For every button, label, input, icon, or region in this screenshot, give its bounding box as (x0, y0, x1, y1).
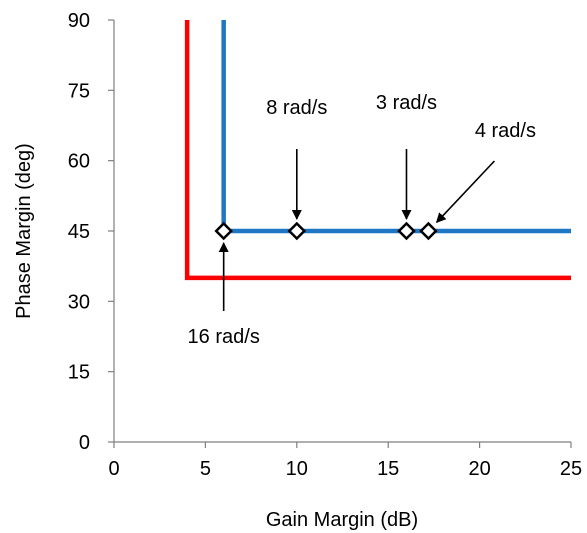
data-point-marker (419, 221, 438, 241)
data-point-marker (214, 221, 233, 241)
x-tick-label: 10 (286, 458, 308, 480)
series-layer (184, 20, 571, 281)
x-tick-label: 5 (200, 458, 211, 480)
annotation-label: 8 rad/s (266, 97, 327, 119)
y-tick-label: 15 (68, 362, 90, 384)
x-tick-label: 25 (560, 458, 582, 480)
y-tick-label: 75 (68, 80, 90, 102)
x-tick-label: 20 (468, 458, 490, 480)
y-ticks: 0 15 30 45 60 75 90 (68, 10, 114, 454)
y-tick-label: 90 (68, 10, 90, 32)
y-tick-label: 0 (79, 432, 90, 454)
x-axis-title: Gain Margin (dB) (266, 509, 418, 531)
y-tick-label: 30 (68, 291, 90, 313)
annotation-layer: 16 rad/s 8 rad/s 3 rad/s 4 rad/s (188, 92, 536, 348)
y-axis-title: Phase Margin (deg) (13, 143, 35, 319)
annotation-label: 3 rad/s (376, 92, 437, 114)
series-line-1 (184, 20, 571, 281)
annotation-label: 16 rad/s (188, 326, 260, 348)
data-point-marker (287, 221, 307, 241)
data-point-marker (397, 221, 416, 241)
annotation-label: 4 rad/s (475, 120, 536, 142)
x-tick-label: 0 (108, 458, 119, 480)
annotation-arrow (435, 160, 495, 223)
x-ticks: 0 5 10 15 20 25 (108, 442, 582, 480)
x-tick-label: 15 (377, 458, 399, 480)
marker-layer (214, 221, 438, 241)
y-tick-label: 60 (68, 151, 90, 173)
y-tick-label: 45 (68, 221, 90, 243)
